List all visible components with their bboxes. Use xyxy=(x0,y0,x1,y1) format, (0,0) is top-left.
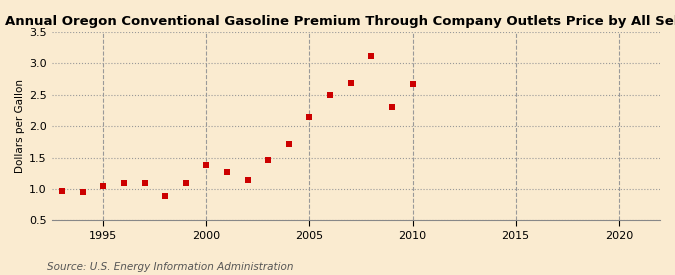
Point xyxy=(346,81,356,86)
Point xyxy=(366,54,377,58)
Point xyxy=(325,93,335,98)
Point xyxy=(201,163,212,167)
Point xyxy=(180,181,191,185)
Point xyxy=(284,142,294,146)
Point xyxy=(119,181,130,185)
Point xyxy=(78,190,88,194)
Y-axis label: Dollars per Gallon: Dollars per Gallon xyxy=(15,79,25,173)
Point xyxy=(160,194,171,198)
Point xyxy=(407,82,418,86)
Point xyxy=(242,177,253,182)
Point xyxy=(387,105,398,109)
Title: Annual Oregon Conventional Gasoline Premium Through Company Outlets Price by All: Annual Oregon Conventional Gasoline Prem… xyxy=(5,15,675,28)
Point xyxy=(139,180,150,185)
Point xyxy=(304,115,315,120)
Text: Source: U.S. Energy Information Administration: Source: U.S. Energy Information Administ… xyxy=(47,262,294,272)
Point xyxy=(57,189,68,193)
Point xyxy=(263,158,273,162)
Point xyxy=(221,170,232,174)
Point xyxy=(98,184,109,188)
